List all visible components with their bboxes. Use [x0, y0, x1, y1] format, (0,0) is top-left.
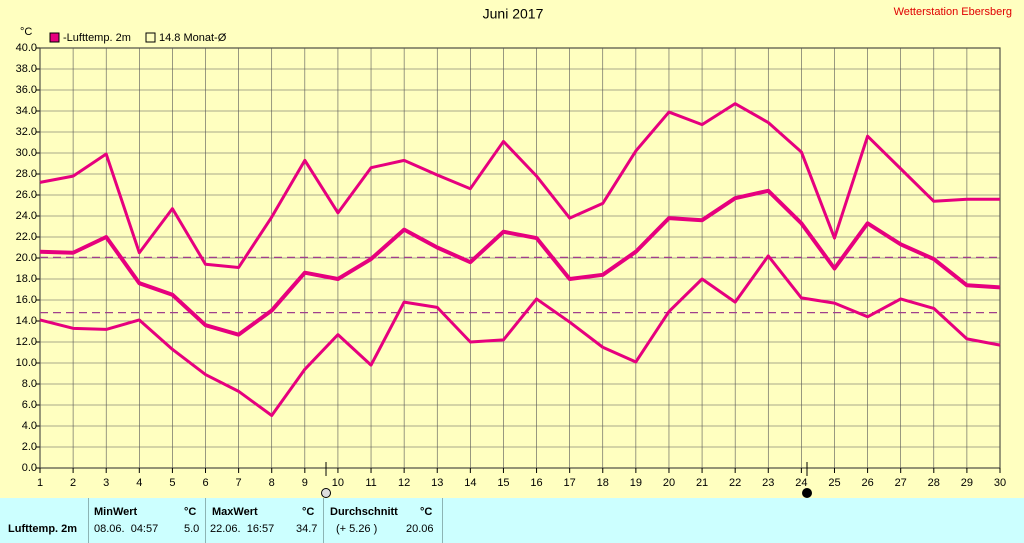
column-header: MinWert	[94, 506, 138, 518]
column-header: °C	[420, 506, 433, 518]
chart: Juni 2017 Wetterstation Ebersberg °C -Lu…	[16, 6, 1012, 498]
x-tick-label: 14	[464, 477, 476, 489]
x-tick-label: 18	[597, 477, 609, 489]
legend-entry: -Lufttemp. 2m	[63, 32, 131, 44]
x-tick-label: 16	[530, 477, 542, 489]
x-tick-label: 9	[302, 477, 308, 489]
temperature-line	[39, 254, 1001, 417]
y-tick-label: 40.0	[16, 42, 37, 54]
y-tick-label: 16.0	[16, 294, 37, 306]
x-tick-label: 8	[269, 477, 275, 489]
legend-entry: 14.8 Monat-Ø	[159, 32, 227, 44]
y-tick-label: 22.0	[16, 231, 37, 243]
y-tick-label: 36.0	[16, 84, 37, 96]
x-tick-label: 7	[236, 477, 242, 489]
x-tick-label: 19	[630, 477, 642, 489]
x-tick-label: 29	[961, 477, 973, 489]
table-cell: Durchschnitt °C (+ 5.26 ) 20.06	[324, 498, 443, 543]
x-tick-label: 20	[663, 477, 675, 489]
x-tick-label: 1	[37, 477, 43, 489]
y-tick-label: 2.0	[22, 441, 37, 453]
y-tick-label: 8.0	[22, 378, 37, 390]
x-tick-label: 15	[497, 477, 509, 489]
moon-new	[802, 488, 813, 498]
table-value: 20.06	[406, 523, 434, 535]
x-tick-label: 26	[861, 477, 873, 489]
x-tick-label: 5	[169, 477, 175, 489]
table-value: 34.7	[296, 523, 318, 535]
y-tick-label: 14.0	[16, 315, 37, 327]
y-tick-label: 30.0	[16, 147, 37, 159]
x-tick-label: 12	[398, 477, 410, 489]
legend-swatch	[145, 32, 156, 43]
y-tick-label: 0.0	[22, 462, 37, 474]
table-value: 22.06. 16:57	[210, 523, 275, 535]
x-tick-label: 10	[332, 477, 344, 489]
y-tick-label: 38.0	[16, 63, 37, 75]
x-tick-label: 3	[103, 477, 109, 489]
y-tick-label: 18.0	[16, 273, 37, 285]
y-tick-label: 4.0	[22, 420, 37, 432]
table-value: (+ 5.26 )	[336, 523, 378, 535]
x-tick-label: 17	[564, 477, 576, 489]
x-tick-label: 30	[994, 477, 1006, 489]
column-header: Durchschnitt	[330, 506, 398, 518]
column-header: MaxWert	[212, 506, 258, 518]
x-tick-label: 21	[696, 477, 708, 489]
x-tick-label: 2	[70, 477, 76, 489]
y-tick-label: 10.0	[16, 357, 37, 369]
chart-title: Juni 2017	[483, 6, 544, 22]
unit-label: °C	[20, 26, 32, 38]
table-value: 08.06. 04:57	[94, 523, 159, 535]
legend-swatch	[49, 32, 60, 43]
column-header: °C	[302, 506, 315, 518]
x-tick-label: 24	[795, 477, 807, 489]
x-tick-label: 25	[828, 477, 840, 489]
y-tick-label: 32.0	[16, 126, 37, 138]
x-tick-label: 23	[762, 477, 774, 489]
column-header: °C	[184, 506, 197, 518]
row-label: Lufttemp. 2m	[8, 523, 78, 535]
y-tick-label: 28.0	[16, 168, 37, 180]
moon-full	[321, 488, 332, 498]
stats-table: Lufttemp. 2m MinWert °C 08.06. 04:57 5.0…	[0, 498, 1024, 543]
x-tick-label: 6	[202, 477, 208, 489]
x-tick-label: 13	[431, 477, 443, 489]
table-cell: MinWert °C 08.06. 04:57 5.0	[88, 498, 206, 543]
table-value: 5.0	[184, 523, 200, 535]
x-tick-label: 4	[136, 477, 142, 489]
x-tick-label: 27	[895, 477, 907, 489]
x-tick-label: 28	[928, 477, 940, 489]
station-name: Wetterstation Ebersberg	[894, 6, 1012, 18]
x-tick-label: 22	[729, 477, 741, 489]
table-cell: MaxWert °C 22.06. 16:57 34.7	[206, 498, 324, 543]
y-tick-label: 34.0	[16, 105, 37, 117]
temperature-line	[39, 102, 1000, 269]
temperature-line	[39, 188, 1001, 337]
y-tick-label: 6.0	[22, 399, 37, 411]
y-tick-label: 24.0	[16, 210, 37, 222]
table-cell: Lufttemp. 2m	[0, 498, 89, 543]
x-tick-label: 11	[365, 477, 376, 489]
y-tick-label: 26.0	[16, 189, 37, 201]
y-tick-label: 20.0	[16, 252, 37, 264]
y-tick-label: 12.0	[16, 336, 37, 348]
